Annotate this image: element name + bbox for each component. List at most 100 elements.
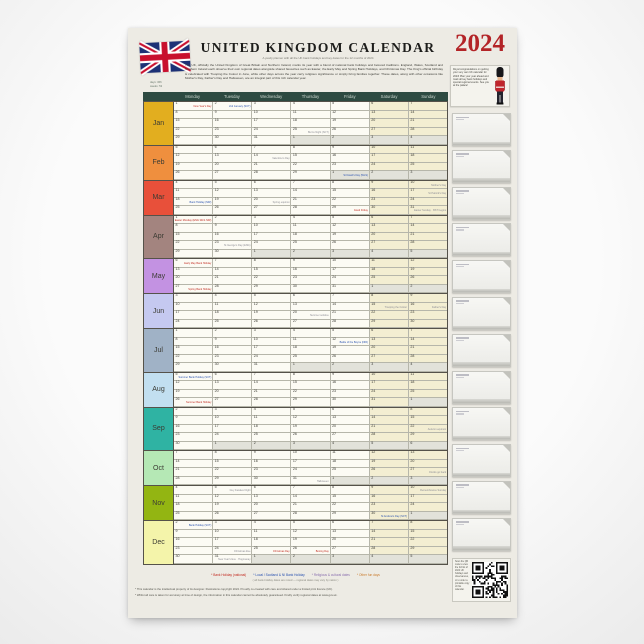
week-row: 29 30 1 2 3 4 5 [174,249,447,258]
day-cell: 30 [213,363,253,372]
day-cell: 25 [408,162,447,171]
day-number: 9 [175,415,178,420]
day-cell: 3 [252,329,292,338]
day-cell: 14 [291,494,331,503]
day-number: 19 [292,537,297,542]
day-cell: 1 [252,249,292,258]
month-label: Sep [144,407,174,450]
day-number: 23 [410,310,415,315]
day-number: 16 [175,537,180,542]
month-weeks: 4 5 Guy Fawkes Night 6 7 8 9 10 Remembrance Sund… [174,486,447,520]
day-number: 25 [371,275,376,280]
day-number: 3 [332,554,335,559]
day-cell: 24 Christmas Eve [213,546,253,555]
day-number: 27 [332,545,337,550]
day-cell: 4 [369,249,409,258]
day-number: 17 [371,380,376,385]
day-cell: 29 [291,398,331,407]
day-number: 14 [410,223,415,228]
day-number: 28 [410,353,415,358]
day-cell: 5 [213,180,253,189]
day-number: 4 [410,362,413,367]
day-number: 26 [332,353,337,358]
notes-sidebar [452,113,511,555]
holiday-annotation: Bank Holiday (SCT) [188,524,212,528]
day-number: 22 [371,310,376,315]
day-number: 8 [332,485,335,490]
day-cell: 27 [213,171,253,180]
day-number: 7 [175,450,178,455]
day-number: 29 [332,205,337,210]
day-cell: 28 [252,171,292,180]
note-card [452,407,511,441]
day-cell: 1 [369,284,409,293]
day-cell: 13 [369,224,409,233]
month-label: Oct [144,451,174,485]
day-cell: 17 [252,232,292,241]
day-number: 29 [292,170,297,175]
month-block-jan: Jan 1 New Year's Day 2 2nd January (SCT) 3 4 5 6… [143,101,448,146]
day-cell: 21 [408,119,447,128]
day-number: 12 [371,450,376,455]
day-cell: 17 [291,459,331,468]
note-label-scribble [455,339,464,341]
day-cell: 10 [174,302,214,311]
day-number: 6 [214,371,217,376]
day-cell: 19 [174,162,214,171]
day-cell: 1 [408,398,447,407]
month-label: Jun [144,294,174,328]
day-cell: 8 [252,259,292,268]
day-number: 5 [332,101,335,106]
day-number: 25 [292,353,297,358]
note-fold-corner-icon [503,518,510,526]
note-card [452,370,511,404]
day-cell: 12 [174,154,214,163]
day-number: 1 [253,554,256,559]
day-cell: 3 [369,136,409,145]
day-cell: 11 [174,189,214,198]
day-cell: 19 [291,537,331,547]
day-cell: 20 Spring equinox [252,197,292,206]
day-cell: 20 [213,162,253,171]
day-cell: 11 [408,372,447,381]
day-number: 10 [371,371,376,376]
day-number: 10 [253,336,258,341]
day-number: 21 [253,161,258,166]
note-card [452,260,511,294]
day-cell: 27 [252,206,292,215]
day-cell: 18 Bank Holiday (NIR) [174,197,214,206]
day-cell: 4 [291,215,331,224]
day-number: 27 [371,240,376,245]
note-fold-corner-icon [503,297,510,305]
day-number: 8 [292,371,295,376]
day-cell: 5 [330,101,370,111]
day-number: 21 [371,537,376,542]
day-cell: 9 [408,294,447,303]
note-bottom-strip [453,546,510,550]
day-number: 18 [410,153,415,158]
holiday-annotation: Trooping the Colour [384,305,408,309]
day-number: 11 [332,450,336,455]
day-cell: 23 [252,468,292,477]
day-number: 24 [371,161,376,166]
day-cell: 30 [252,476,292,485]
day-cell: 17 [369,380,409,390]
day-number: 15 [410,415,415,420]
day-cell: 6 [330,521,370,530]
day-cell: 9 [213,110,253,119]
day-number: 18 [292,118,297,123]
week-row: 12 13 14 15 16 17 18 [174,381,447,390]
day-cell: 21 [252,389,292,398]
day-number: 24 [253,353,258,358]
day-cell: 20 [369,346,409,355]
legend: * Bank Holiday (national) * Local / Scotl… [143,573,448,577]
note-label-scribble [455,374,469,376]
day-cell: 2 [291,555,331,564]
day-cell: 15 [330,494,370,503]
day-cell: 7 [174,450,214,460]
day-cell: 11 [291,224,331,233]
flag-caption-line1: days: 366 [150,81,162,84]
day-cell: 5 [330,329,370,338]
day-number: 17 [410,493,415,498]
day-cell: 4 [213,294,253,303]
